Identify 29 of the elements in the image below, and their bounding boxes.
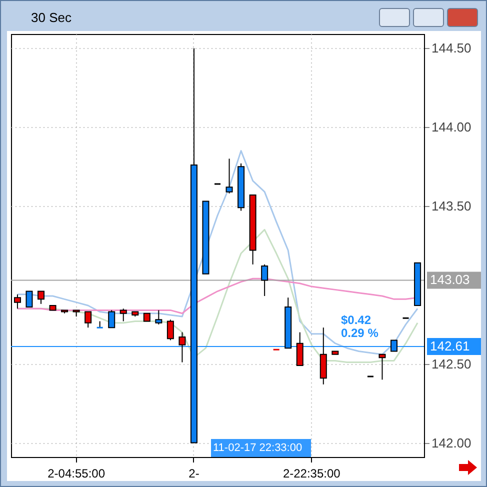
- candlestick: [108, 310, 116, 328]
- candlestick: [166, 319, 174, 341]
- candlestick: [120, 308, 127, 322]
- y-tick-label: 144.50: [432, 40, 472, 56]
- annotation: $0.42: [341, 313, 372, 327]
- candlestick: [38, 290, 45, 304]
- ref-line-label: 143.03: [430, 272, 470, 288]
- y-tick-label: 143.50: [432, 198, 472, 214]
- candlestick: [390, 340, 398, 352]
- candlestick: [84, 311, 92, 328]
- candlestick: [14, 294, 21, 310]
- chart-title: 30 Sec: [31, 10, 72, 25]
- candlestick: [296, 332, 304, 366]
- x-tick-label: 2-: [188, 466, 200, 480]
- candlestick: [155, 310, 162, 325]
- candlestick: [26, 290, 33, 308]
- x-tick-label: 2-04:55:00: [48, 466, 106, 480]
- candlestick: [226, 158, 233, 194]
- candlestick: [261, 264, 268, 297]
- candlestick: [178, 332, 186, 363]
- y-tick-label: 142.00: [432, 435, 472, 450]
- annotation: 11-02-17 22:33:00: [213, 442, 302, 454]
- candlestick: [320, 327, 327, 385]
- x-tick-label: 2-22:35:00: [282, 466, 341, 480]
- annotation: 0.29 %: [341, 326, 379, 340]
- y-tick-label: 144.00: [432, 120, 472, 135]
- y-tick-label: 142.50: [432, 356, 472, 372]
- ref-line-label: 142.61: [430, 338, 470, 354]
- candlestick: [378, 354, 386, 380]
